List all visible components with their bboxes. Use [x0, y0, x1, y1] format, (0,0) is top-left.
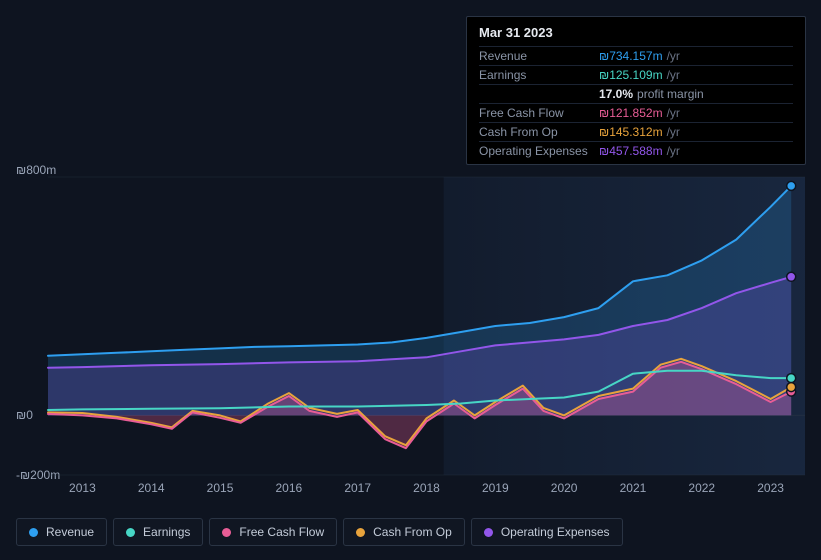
tooltip-row-value: ₪145.312m/yr — [599, 125, 680, 139]
x-axis-tick-label: 2023 — [757, 481, 784, 495]
legend-swatch — [126, 528, 135, 537]
tooltip-title: Mar 31 2023 — [479, 25, 793, 46]
tooltip-row-label: Revenue — [479, 49, 599, 63]
x-axis-tick-label: 2016 — [276, 481, 303, 495]
chart-area[interactable]: ₪800m₪0-₪200m 20132014201520162017201820… — [16, 155, 805, 505]
tooltip-row-label: Cash From Op — [479, 125, 599, 139]
x-axis-tick-label: 2020 — [551, 481, 578, 495]
tooltip-row-label: Free Cash Flow — [479, 106, 599, 120]
legend-swatch — [356, 528, 365, 537]
tooltip-row-value: ₪734.157m/yr — [599, 49, 680, 63]
legend-item-earnings[interactable]: Earnings — [113, 518, 203, 546]
x-axis-tick-label: 2019 — [482, 481, 509, 495]
legend-label: Cash From Op — [373, 525, 452, 539]
legend: Revenue Earnings Free Cash Flow Cash From O… — [16, 518, 623, 546]
tooltip-row-label — [479, 87, 599, 101]
tooltip-box: Mar 31 2023 Revenue₪734.157m/yrEarnings₪… — [466, 16, 806, 165]
tooltip-row-value: ₪121.852m/yr — [599, 106, 680, 120]
tooltip-row-value: ₪125.109m/yr — [599, 68, 680, 82]
tooltip-row: Revenue₪734.157m/yr — [479, 46, 793, 65]
tooltip-row-value: 17.0%profit margin — [599, 87, 704, 101]
legend-swatch — [484, 528, 493, 537]
x-axis-tick-label: 2017 — [344, 481, 371, 495]
legend-label: Earnings — [143, 525, 190, 539]
tooltip-row: Operating Expenses₪457.588m/yr — [479, 141, 793, 160]
x-axis-tick-label: 2014 — [138, 481, 165, 495]
legend-label: Operating Expenses — [501, 525, 610, 539]
x-axis-tick-label: 2021 — [620, 481, 647, 495]
legend-item-cfo[interactable]: Cash From Op — [343, 518, 465, 546]
legend-swatch — [222, 528, 231, 537]
legend-item-opex[interactable]: Operating Expenses — [471, 518, 623, 546]
legend-label: Free Cash Flow — [239, 525, 324, 539]
legend-item-fcf[interactable]: Free Cash Flow — [209, 518, 337, 546]
tooltip-row: Earnings₪125.109m/yr — [479, 65, 793, 84]
legend-label: Revenue — [46, 525, 94, 539]
tooltip-row: Cash From Op₪145.312m/yr — [479, 122, 793, 141]
legend-swatch — [29, 528, 38, 537]
chart-svg — [48, 177, 805, 475]
tooltip-row: Free Cash Flow₪121.852m/yr — [479, 103, 793, 122]
x-axis-tick-label: 2022 — [688, 481, 715, 495]
x-axis-tick-label: 2013 — [69, 481, 96, 495]
x-axis-tick-label: 2018 — [413, 481, 440, 495]
tooltip-row-label: Operating Expenses — [479, 144, 599, 158]
tooltip-row-value: ₪457.588m/yr — [599, 144, 680, 158]
x-axis-tick-label: 2015 — [207, 481, 234, 495]
legend-item-revenue[interactable]: Revenue — [16, 518, 107, 546]
tooltip-row: 17.0%profit margin — [479, 84, 793, 103]
tooltip-row-label: Earnings — [479, 68, 599, 82]
